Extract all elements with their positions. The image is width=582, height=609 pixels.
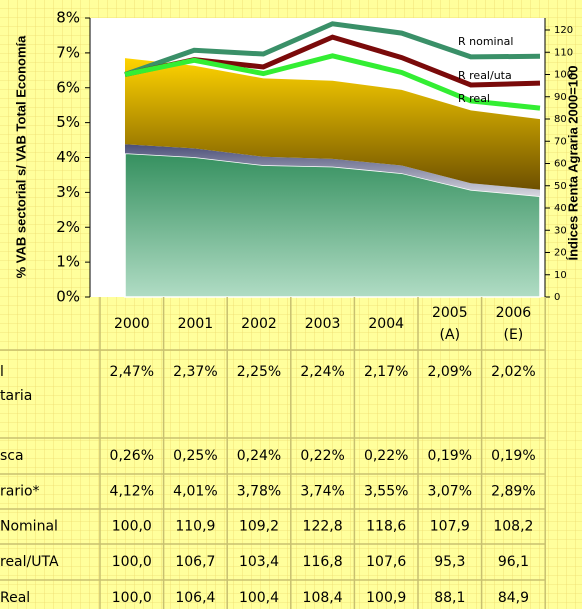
table-cell: 3,55% (364, 484, 408, 500)
table-cell: 107,6 (366, 554, 406, 570)
table-cell: 0,25% (173, 448, 217, 464)
table-cell: 0,19% (428, 448, 472, 464)
table-cell: 109,2 (239, 519, 279, 535)
column-header: 2000 (114, 316, 150, 332)
table-cell: 116,8 (303, 554, 343, 570)
y2-tick-label: 100 (554, 70, 573, 81)
table-cell: 3,78% (237, 484, 281, 500)
table-cell: 96,1 (498, 554, 529, 570)
y2-tick-label: 0 (554, 292, 560, 303)
table-cell: 100,0 (112, 590, 152, 606)
line-annotation: R real/uta (458, 69, 512, 82)
y-tick-label: 7% (56, 43, 80, 61)
table-cell: 2,25% (237, 364, 281, 380)
table-cell: 3,74% (300, 484, 344, 500)
table-cell: 107,9 (430, 519, 470, 535)
y-tick-label: 8% (56, 9, 80, 27)
table-cell: 0,26% (110, 448, 154, 464)
table-cell: 3,07% (428, 484, 472, 500)
y2-tick-label: 10 (554, 270, 567, 281)
y-axis-title: % VAB sectorial s/ VAB Total Economía (13, 35, 28, 278)
y-tick-label: 6% (56, 78, 80, 96)
y2-axis-title: Índices Renta Agraria 2000=100 (565, 66, 580, 261)
row-label: rario* (0, 484, 40, 500)
table-cell: 4,01% (173, 484, 217, 500)
table-cell: 2,24% (300, 364, 344, 380)
table-cell: 100,0 (112, 519, 152, 535)
table-cell: 2,09% (428, 364, 472, 380)
table-cell: 108,2 (493, 519, 533, 535)
y2-tick-label: 110 (554, 47, 573, 58)
y-tick-label: 3% (56, 183, 80, 201)
table-cell: 106,4 (175, 590, 215, 606)
y2-tick-label: 80 (554, 114, 567, 125)
table-cell: 95,3 (434, 554, 465, 570)
table-cell: 103,4 (239, 554, 279, 570)
column-header: 2004 (368, 316, 404, 332)
row-label: real/UTA (0, 554, 59, 570)
y-tick-label: 2% (56, 218, 80, 236)
area (124, 152, 541, 298)
table-cell: 2,02% (491, 364, 535, 380)
table-cell: 2,89% (491, 484, 535, 500)
table-cell: 2,47% (110, 364, 154, 380)
row-label: Real (0, 590, 30, 606)
y2-tick-label: 40 (554, 203, 567, 214)
column-header: 2002 (241, 316, 277, 332)
y-tick-label: 0% (56, 288, 80, 306)
line (124, 21, 541, 77)
y2-tick-label: 120 (554, 25, 573, 36)
table-cell: 100,4 (239, 590, 279, 606)
y2-tick-label: 50 (554, 181, 567, 192)
y-tick-label: 1% (56, 253, 80, 271)
y2-tick-label: 90 (554, 92, 567, 103)
y2-tick-label: 20 (554, 248, 567, 259)
y2-tick-label: 70 (554, 136, 567, 147)
y-tick-label: 4% (56, 148, 80, 166)
table-cell: 2,37% (173, 364, 217, 380)
area (125, 58, 540, 190)
y-tick-label: 5% (56, 113, 80, 131)
table-cell: 84,9 (498, 590, 529, 606)
line (124, 53, 541, 111)
row-label: l taria (0, 364, 32, 404)
table-cell: 0,24% (237, 448, 281, 464)
table-cell: 0,22% (300, 448, 344, 464)
line-annotation: R real (458, 92, 490, 105)
table-cell: 0,22% (364, 448, 408, 464)
area (125, 144, 540, 197)
column-header: 2006 (E) (496, 305, 532, 343)
table-cell: 100,0 (112, 554, 152, 570)
row-label: sca (0, 448, 24, 464)
table-cell: 100,9 (366, 590, 406, 606)
table-cell: 108,4 (303, 590, 343, 606)
line-annotation: R nominal (458, 35, 513, 48)
y2-tick-label: 60 (554, 159, 567, 170)
table-cell: 88,1 (434, 590, 465, 606)
table-cell: 106,7 (175, 554, 215, 570)
column-header: 2001 (178, 316, 214, 332)
column-header: 2005 (A) (432, 305, 468, 343)
table-cell: 4,12% (110, 484, 154, 500)
table-cell: 0,19% (491, 448, 535, 464)
row-label: Nominal (0, 519, 58, 535)
table-cell: 118,6 (366, 519, 406, 535)
table-cell: 122,8 (303, 519, 343, 535)
table-cell: 2,17% (364, 364, 408, 380)
table-cell: 110,9 (175, 519, 215, 535)
y2-tick-label: 30 (554, 225, 567, 236)
column-header: 2003 (305, 316, 341, 332)
